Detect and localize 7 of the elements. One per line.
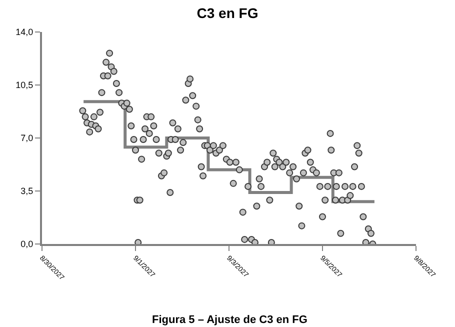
y-tick-label: 10,5 <box>16 80 34 90</box>
text: Figura 5 – Ajuste de C3 en FG <box>152 314 308 326</box>
y-tick-label: 3,5 <box>20 186 34 196</box>
y-tick-label: 0,0 <box>20 239 34 250</box>
chart-title: C3 en FG <box>196 4 258 21</box>
y-tick-label: 14,0 <box>16 27 34 38</box>
y-tick-label: 7,0 <box>20 133 34 144</box>
